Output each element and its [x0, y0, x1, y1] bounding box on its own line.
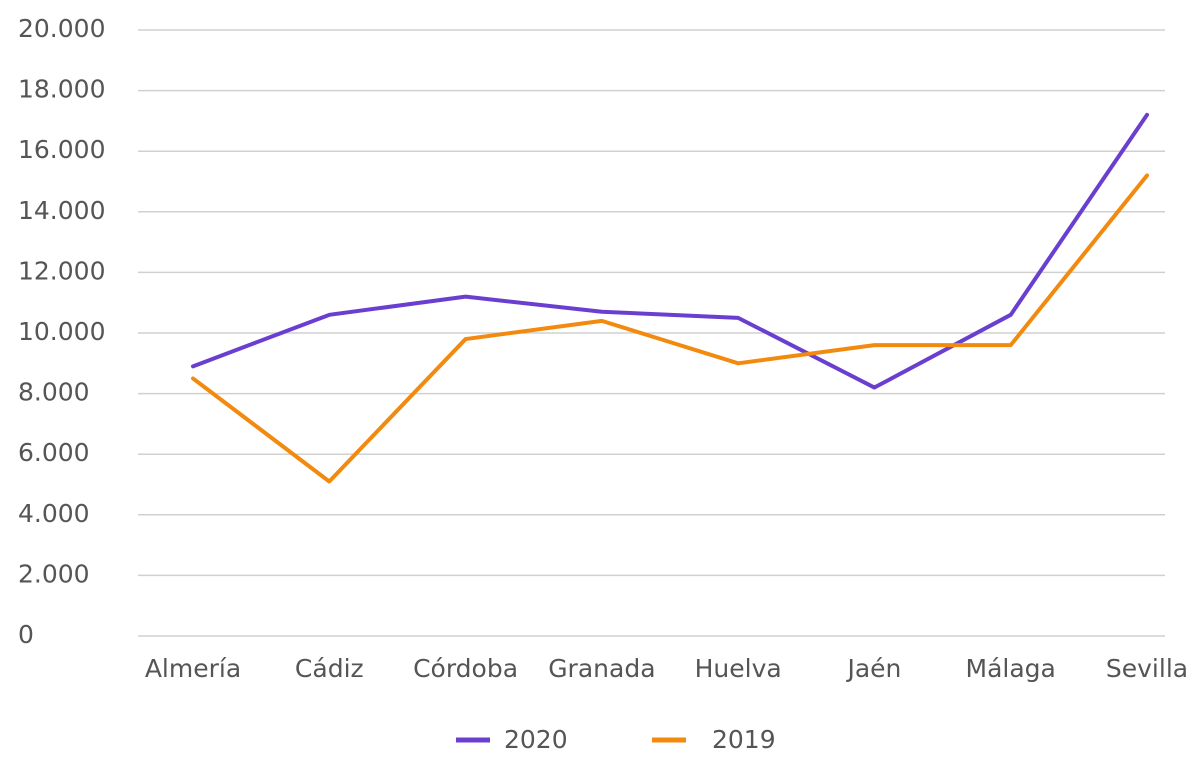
x-tick-label: Cádiz	[295, 654, 364, 683]
y-tick-label: 2.000	[18, 559, 90, 588]
y-tick-label: 18.000	[18, 75, 105, 104]
x-tick-label: Córdoba	[413, 654, 518, 683]
x-tick-label: Málaga	[966, 654, 1056, 683]
x-tick-label: Sevilla	[1106, 654, 1188, 683]
y-tick-label: 0	[18, 620, 34, 649]
y-tick-label: 10.000	[18, 317, 105, 346]
y-tick-label: 6.000	[18, 438, 90, 467]
y-tick-label: 12.000	[18, 256, 105, 285]
series-line	[191, 112, 1149, 390]
y-tick-label: 20.000	[18, 14, 105, 43]
x-tick-label: Huelva	[695, 654, 782, 683]
y-tick-label: 14.000	[18, 196, 105, 225]
x-tick-label: Almería	[145, 654, 241, 683]
y-tick-label: 16.000	[18, 135, 105, 164]
series-line	[191, 173, 1149, 484]
legend-label: 2020	[504, 725, 568, 754]
y-tick-label: 8.000	[18, 378, 90, 407]
y-tick-label: 4.000	[18, 499, 90, 528]
x-tick-label: Jaén	[845, 654, 901, 683]
x-tick-label: Granada	[548, 654, 655, 683]
legend-label: 2019	[712, 725, 776, 754]
